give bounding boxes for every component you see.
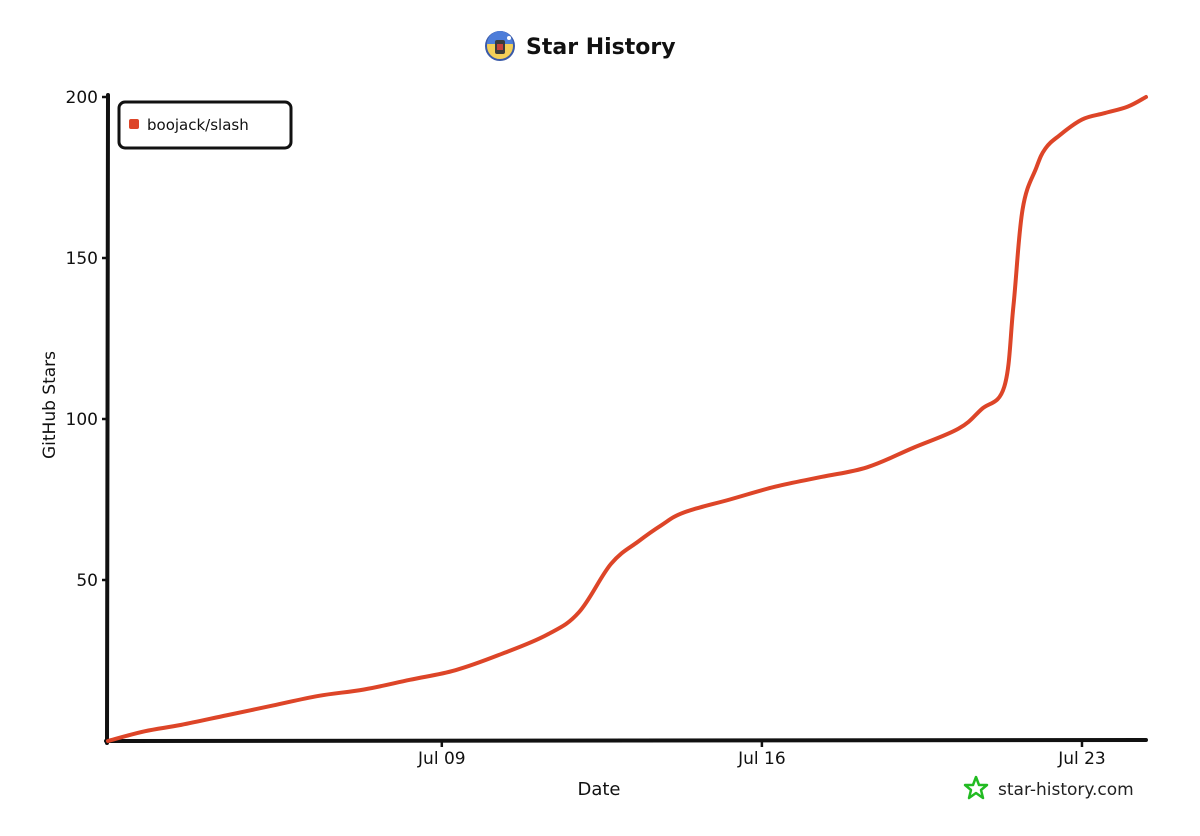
x-tick-label: Jul 16 bbox=[737, 749, 786, 769]
legend-swatch bbox=[129, 119, 139, 129]
chart-title: Star History bbox=[526, 35, 676, 60]
x-tick-label: Jul 23 bbox=[1057, 749, 1106, 769]
x-axis-label: Date bbox=[577, 779, 620, 800]
chart-title-group: Star History bbox=[485, 31, 676, 61]
y-tick-label: 50 bbox=[76, 571, 98, 591]
y-tick-label: 100 bbox=[66, 410, 98, 430]
x-tick-label: Jul 09 bbox=[417, 749, 466, 769]
legend-box bbox=[117, 100, 293, 150]
legend-label: boojack/slash bbox=[147, 116, 249, 134]
watermark[interactable]: star-history.com bbox=[963, 775, 1134, 800]
y-axis-label: GitHub Stars bbox=[40, 351, 60, 459]
x-ticks: Jul 09 Jul 16 Jul 23 bbox=[417, 741, 1106, 769]
watermark-text: star-history.com bbox=[998, 780, 1134, 800]
series-group bbox=[106, 95, 1148, 743]
series-line-0 bbox=[106, 95, 1148, 743]
y-ticks: 50 100 150 200 bbox=[66, 88, 108, 591]
avatar-icon bbox=[485, 31, 515, 61]
legend: boojack/slash bbox=[117, 100, 293, 150]
x-axis-line bbox=[104, 738, 1148, 743]
star-outline-icon bbox=[963, 775, 989, 800]
y-tick-label: 150 bbox=[66, 249, 98, 269]
axes bbox=[104, 93, 1148, 745]
y-tick-label: 200 bbox=[66, 88, 98, 108]
